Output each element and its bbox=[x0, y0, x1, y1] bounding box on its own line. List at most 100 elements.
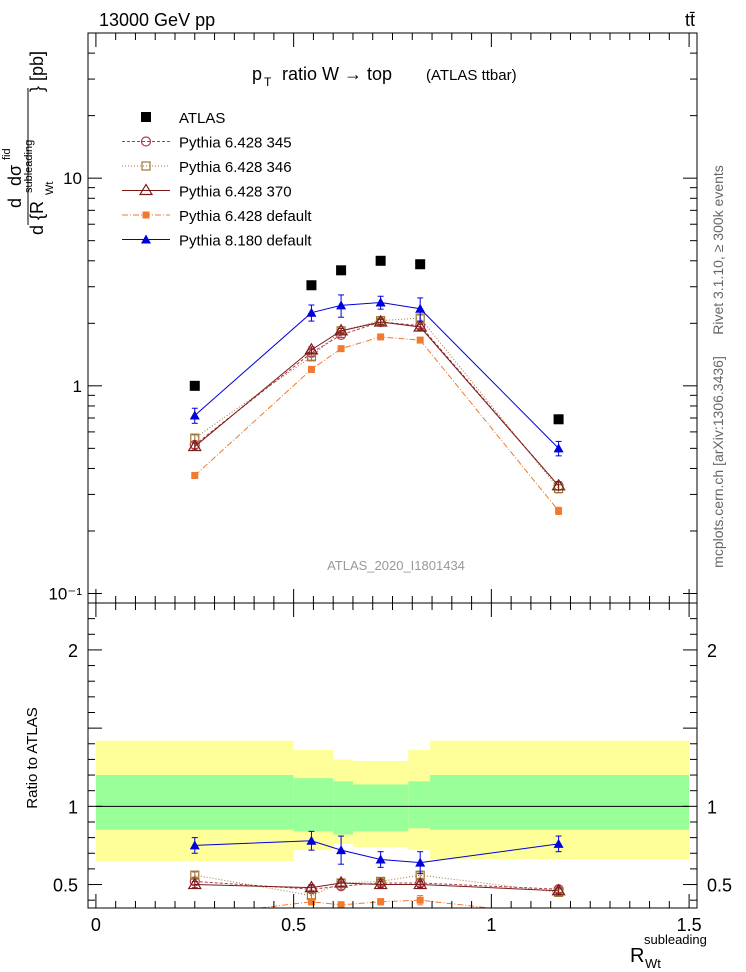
ratio-y-tick-label-right: 0.5 bbox=[707, 876, 732, 896]
legend-marker bbox=[141, 234, 151, 244]
series-line bbox=[194, 321, 559, 487]
title-p: p bbox=[252, 64, 262, 84]
legend-marker bbox=[141, 161, 151, 171]
ratio-series-clipped bbox=[187, 830, 566, 919]
chart-title: p T ratio W → top (ATLAS ttbar) bbox=[252, 64, 517, 89]
ratio-y-tick-label: 2 bbox=[68, 641, 78, 661]
data-point bbox=[375, 255, 386, 266]
series-pythia-8-180-default bbox=[189, 294, 564, 457]
legend-marker bbox=[138, 183, 154, 196]
uncertainty-band-green bbox=[408, 781, 431, 829]
legend-label: Pythia 6.428 370 bbox=[179, 184, 292, 201]
ratio-ylabel: Ratio to ATLAS bbox=[24, 707, 41, 808]
data-point bbox=[415, 303, 426, 313]
ratio-line bbox=[194, 840, 559, 864]
data-point bbox=[336, 300, 347, 310]
x-axis-label: R Wt subleading bbox=[630, 932, 707, 971]
uncertainty-band-green bbox=[352, 784, 409, 832]
ratio-point bbox=[415, 857, 426, 867]
y-tick-label: 10 bbox=[63, 169, 82, 188]
data-point bbox=[187, 439, 202, 452]
legend-item: Pythia 6.428 345 bbox=[122, 135, 292, 152]
ratio-y-tick-label-right: 1 bbox=[707, 797, 717, 817]
ratio-series-pythia-8-180-default bbox=[189, 830, 564, 875]
series-pythia-6-428-default bbox=[191, 333, 563, 516]
ratio-point bbox=[334, 875, 349, 888]
rivet-label: Rivet 3.1.10, ≥ 300k events bbox=[710, 165, 726, 335]
ratio-series-pythia-6-428-default bbox=[191, 894, 494, 919]
series-pythia-6-428-370 bbox=[187, 314, 566, 491]
ratio-panel: 0.5 0.5 1 1 2 2 0 0.5 1 1.5 Ratio to ATLAS bbox=[24, 602, 732, 935]
ratio-y-tick-label: 0.5 bbox=[53, 876, 78, 896]
ratio-point bbox=[373, 877, 388, 890]
legend-label: Pythia 6.428 346 bbox=[179, 159, 292, 176]
ratio-point bbox=[337, 901, 345, 908]
ratio-line bbox=[194, 882, 559, 892]
x-tick-label: 1.5 bbox=[677, 915, 702, 935]
ratio-point bbox=[336, 845, 347, 855]
ratio-line bbox=[255, 899, 494, 908]
data-point bbox=[306, 280, 317, 291]
data-point bbox=[553, 443, 564, 453]
ylabel-units: } [pb] bbox=[27, 51, 47, 92]
data-point bbox=[373, 314, 388, 327]
ratio-bands bbox=[95, 740, 690, 862]
data-point bbox=[306, 307, 317, 317]
x-tick-label: 0 bbox=[91, 915, 101, 935]
main-ylabel: d dσ fid d {R Wt subleading } [pb] bbox=[1, 51, 56, 235]
series-line bbox=[194, 301, 559, 449]
series-atlas bbox=[189, 255, 564, 425]
legend-marker bbox=[141, 112, 151, 122]
series-line bbox=[194, 321, 559, 487]
data-point bbox=[415, 259, 426, 270]
data-point bbox=[555, 507, 563, 515]
ylabel-denominator: d {R bbox=[27, 201, 47, 235]
title-main: ratio W → top bbox=[282, 64, 392, 84]
ratio-series-group bbox=[187, 830, 566, 919]
mcplots-label: mcplots.cern.ch [arXiv:1306.3436] bbox=[710, 356, 726, 568]
process-label: tt̄ bbox=[685, 10, 695, 30]
ylabel-subleading: subleading bbox=[23, 140, 35, 193]
data-point bbox=[191, 471, 199, 479]
ratio-series-pythia-6-428-370 bbox=[187, 875, 566, 896]
title-p-subscript: T bbox=[264, 75, 272, 89]
ratio-point bbox=[416, 896, 424, 904]
data-point bbox=[416, 336, 424, 344]
uncertainty-band-green bbox=[430, 775, 690, 830]
y-tick-label: 1 bbox=[73, 377, 82, 396]
legend-marker bbox=[142, 211, 150, 219]
series-line bbox=[194, 317, 559, 489]
data-point bbox=[551, 478, 566, 491]
title-paren: (ATLAS ttbar) bbox=[426, 67, 517, 84]
ratio-point bbox=[307, 898, 315, 906]
data-point bbox=[190, 433, 200, 443]
data-point bbox=[337, 345, 345, 353]
data-point bbox=[189, 380, 200, 391]
xlabel-main: R bbox=[630, 945, 644, 967]
uncertainty-band-green bbox=[333, 781, 353, 835]
ratio-y-tick-label-right: 2 bbox=[707, 641, 717, 661]
data-point bbox=[336, 265, 347, 276]
legend-item: Pythia 6.428 370 bbox=[122, 183, 292, 201]
main-axis-ticks: 10⁻¹ 1 10 bbox=[48, 32, 697, 604]
series-line bbox=[194, 336, 559, 512]
legend-label: Pythia 6.428 default bbox=[179, 208, 312, 225]
main-series-group bbox=[187, 255, 566, 516]
data-point bbox=[375, 297, 386, 307]
energy-label: 13000 GeV pp bbox=[99, 10, 215, 30]
ratio-point bbox=[377, 898, 385, 906]
xlabel-sup: subleading bbox=[644, 932, 707, 947]
uncertainty-band-green bbox=[293, 778, 334, 832]
ratio-point bbox=[551, 883, 566, 896]
ratio-point bbox=[189, 840, 200, 850]
xlabel-sub: Wt bbox=[645, 956, 661, 971]
data-point bbox=[334, 323, 349, 336]
legend-item: Pythia 6.428 346 bbox=[122, 159, 292, 176]
x-tick-label: 0.5 bbox=[281, 915, 306, 935]
ratio-axis-ticks: 0.5 0.5 1 1 2 2 0 0.5 1 1.5 bbox=[53, 603, 732, 935]
data-point bbox=[307, 365, 315, 373]
ratio-point bbox=[191, 912, 198, 919]
ylabel-d: d bbox=[5, 198, 25, 208]
legend-label: Pythia 6.428 345 bbox=[179, 135, 292, 152]
